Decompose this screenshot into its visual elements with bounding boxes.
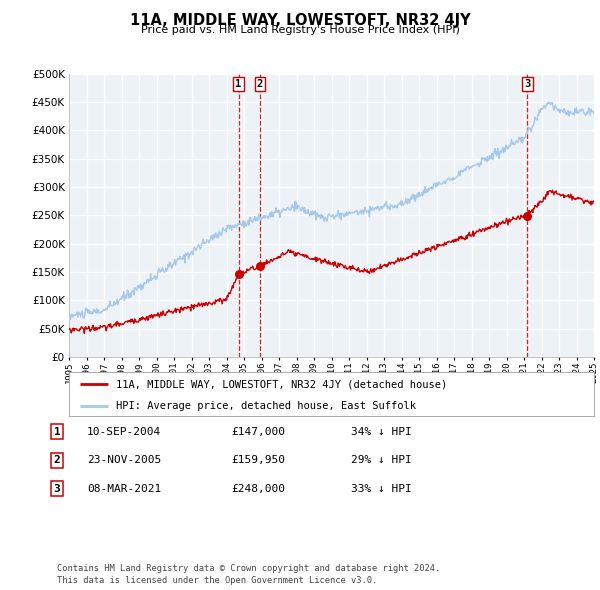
Text: 34% ↓ HPI: 34% ↓ HPI xyxy=(351,427,412,437)
Text: 10-SEP-2004: 10-SEP-2004 xyxy=(87,427,161,437)
Text: 11A, MIDDLE WAY, LOWESTOFT, NR32 4JY (detached house): 11A, MIDDLE WAY, LOWESTOFT, NR32 4JY (de… xyxy=(116,379,448,389)
Text: HPI: Average price, detached house, East Suffolk: HPI: Average price, detached house, East… xyxy=(116,401,416,411)
Text: 1: 1 xyxy=(53,427,61,437)
Text: 33% ↓ HPI: 33% ↓ HPI xyxy=(351,484,412,493)
Text: 3: 3 xyxy=(524,78,530,88)
Text: 08-MAR-2021: 08-MAR-2021 xyxy=(87,484,161,493)
Text: 2: 2 xyxy=(257,78,263,88)
Text: 3: 3 xyxy=(53,484,61,493)
Text: 2: 2 xyxy=(53,455,61,465)
Text: Contains HM Land Registry data © Crown copyright and database right 2024.
This d: Contains HM Land Registry data © Crown c… xyxy=(57,565,440,585)
Text: 29% ↓ HPI: 29% ↓ HPI xyxy=(351,455,412,465)
Text: 23-NOV-2005: 23-NOV-2005 xyxy=(87,455,161,465)
Text: £159,950: £159,950 xyxy=(231,455,285,465)
Text: £248,000: £248,000 xyxy=(231,484,285,493)
Text: Price paid vs. HM Land Registry's House Price Index (HPI): Price paid vs. HM Land Registry's House … xyxy=(140,25,460,35)
Text: £147,000: £147,000 xyxy=(231,427,285,437)
Text: 1: 1 xyxy=(235,78,242,88)
Text: 11A, MIDDLE WAY, LOWESTOFT, NR32 4JY: 11A, MIDDLE WAY, LOWESTOFT, NR32 4JY xyxy=(130,13,470,28)
